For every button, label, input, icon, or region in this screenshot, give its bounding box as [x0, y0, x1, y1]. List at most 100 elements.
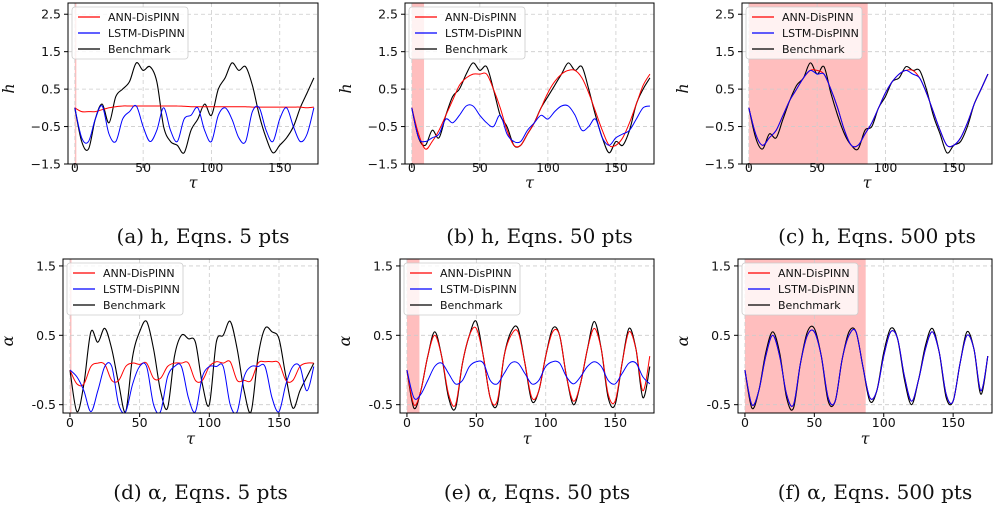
y-tick-label: 0.5	[36, 328, 56, 343]
series-line-lstm-dispinn	[69, 362, 315, 413]
x-axis-label: τ	[525, 173, 535, 192]
legend: ANN-DisPINN LSTM-DisPINN Benchmark	[408, 6, 526, 60]
series-lines	[69, 320, 315, 413]
series-line-lstm-dispinn	[411, 104, 651, 146]
panel-caption: (f) α, Eqns. 500 pts	[778, 480, 972, 504]
legend-label-benchmark: Benchmark	[445, 43, 508, 56]
y-tick-label: 0.5	[715, 82, 735, 97]
legend: ANN-DisPINN LSTM-DisPINN Benchmark	[745, 6, 863, 60]
chart-panel-a: 0 50 100 150 −1.5 −0.5 0.5 1.5 2.5 τ h ANN-DisPINN L…	[0, 2, 319, 248]
x-tick-label: 150	[603, 415, 627, 430]
y-tick-label: 1.5	[36, 258, 56, 273]
series-line-ann-dispinn	[406, 326, 651, 407]
x-tick-label: 100	[197, 415, 221, 430]
x-tick-label: 50	[472, 160, 488, 175]
legend-label-ann-dispinn: ANN-DisPINN	[445, 11, 517, 24]
y-tick-label: −1.5	[705, 157, 735, 172]
panel-caption: (d) α, Eqns. 5 pts	[113, 480, 287, 504]
x-tick-label: 150	[942, 160, 966, 175]
series-line-ann-dispinn	[411, 69, 651, 150]
series-lines	[406, 320, 651, 411]
y-tick-label: 1.5	[711, 258, 731, 273]
y-axis-label: α	[335, 335, 354, 346]
y-tick-label: -0.5	[707, 397, 731, 412]
series-line-lstm-dispinn	[406, 360, 651, 400]
axes-frame	[67, 2, 319, 165]
x-tick-label: 0	[71, 160, 79, 175]
legend-label-lstm-dispinn: LSTM-DisPINN	[103, 283, 180, 296]
x-tick-label: 150	[941, 415, 965, 430]
x-tick-label: 150	[604, 160, 628, 175]
legend: ANN-DisPINN LSTM-DisPINN Benchmark	[403, 262, 521, 316]
series-lines	[411, 62, 651, 154]
legend-label-lstm-dispinn: LSTM-DisPINN	[778, 283, 855, 296]
y-tick-label: −0.5	[31, 119, 61, 134]
y-tick-label: 0.5	[378, 82, 398, 97]
x-tick-label: 100	[874, 160, 898, 175]
series-line-benchmark	[74, 62, 315, 154]
x-tick-label: 100	[534, 415, 558, 430]
axes-frame	[741, 2, 993, 165]
series-line-lstm-dispinn	[74, 104, 315, 144]
chart-panel-e: 0 50 100 150 -0.5 0.5 1.5 τ α ANN-DisPINN LSTM-Dis…	[335, 258, 655, 504]
chart-panel-b: 0 50 100 150 −1.5 −0.5 0.5 1.5 2.5 τ h ANN-DisPINN L…	[336, 2, 655, 248]
y-tick-label: -0.5	[369, 397, 393, 412]
legend-label-benchmark: Benchmark	[103, 299, 166, 312]
axes-frame	[737, 258, 993, 414]
panel-caption: (e) α, Eqns. 50 pts	[444, 480, 630, 504]
x-tick-label: 50	[132, 415, 148, 430]
legend-label-benchmark: Benchmark	[108, 43, 171, 56]
y-axis-label: h	[336, 83, 355, 93]
training-window-shade	[69, 259, 72, 413]
legend-box	[741, 262, 859, 316]
axes-frame	[62, 258, 319, 414]
legend-label-benchmark: Benchmark	[782, 43, 845, 56]
series-line-ann-dispinn	[69, 360, 314, 387]
series-lines	[74, 62, 315, 154]
series-line-lstm-dispinn	[748, 69, 989, 148]
legend-label-ann-dispinn: ANN-DisPINN	[782, 11, 854, 24]
y-tick-label: 1.5	[373, 258, 393, 273]
legend: ANN-DisPINN LSTM-DisPINN Benchmark	[71, 6, 189, 60]
series-line-benchmark	[69, 320, 315, 413]
panel-caption: (b) h, Eqns. 50 pts	[446, 224, 633, 248]
x-tick-label: 150	[267, 415, 291, 430]
chart-panel-f: 0 50 100 150 -0.5 0.5 1.5 τ α ANN-DisPINN LSTM-Dis…	[673, 258, 993, 504]
x-axis-label: τ	[523, 429, 533, 448]
legend-box	[403, 262, 521, 316]
legend-label-lstm-dispinn: LSTM-DisPINN	[108, 27, 185, 40]
legend: ANN-DisPINN LSTM-DisPINN Benchmark	[66, 262, 184, 316]
legend-label-ann-dispinn: ANN-DisPINN	[440, 267, 512, 280]
y-tick-label: 1.5	[378, 44, 398, 59]
y-tick-label: 1.5	[41, 44, 61, 59]
y-tick-label: −0.5	[705, 119, 735, 134]
legend-label-benchmark: Benchmark	[440, 299, 503, 312]
x-tick-label: 100	[872, 415, 896, 430]
legend-label-ann-dispinn: ANN-DisPINN	[108, 11, 180, 24]
x-axis-label: τ	[186, 429, 196, 448]
legend-label-lstm-dispinn: LSTM-DisPINN	[445, 27, 522, 40]
chart-panel-c: 0 50 100 150 −1.5 −0.5 0.5 1.5 2.5 τ h ANN-DisPINN L…	[673, 2, 993, 248]
x-tick-label: 0	[66, 415, 74, 430]
legend-box	[71, 6, 189, 60]
series-lines	[748, 62, 989, 154]
series-line-lstm-dispinn	[744, 328, 989, 407]
y-axis-label: α	[0, 335, 17, 346]
y-tick-label: 2.5	[715, 7, 735, 22]
series-lines	[744, 325, 989, 411]
x-tick-label: 50	[809, 160, 825, 175]
x-tick-label: 0	[408, 160, 416, 175]
panel-caption: (a) h, Eqns. 5 pts	[117, 224, 290, 248]
legend-box	[66, 262, 184, 316]
y-axis-label: h	[0, 83, 18, 93]
y-tick-label: 2.5	[41, 7, 61, 22]
legend-label-lstm-dispinn: LSTM-DisPINN	[782, 27, 859, 40]
x-tick-label: 100	[200, 160, 224, 175]
legend-box	[408, 6, 526, 60]
y-tick-label: −1.5	[31, 157, 61, 172]
y-axis-label: α	[673, 335, 692, 346]
x-tick-label: 0	[741, 415, 749, 430]
x-tick-label: 50	[468, 415, 484, 430]
x-tick-label: 0	[745, 160, 753, 175]
